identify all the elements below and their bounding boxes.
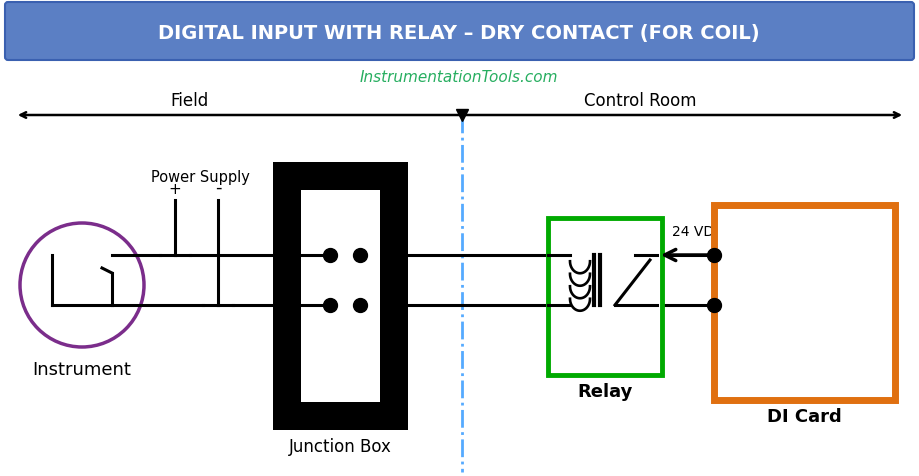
Text: CH +: CH + — [732, 248, 772, 262]
Text: +: + — [168, 182, 181, 197]
Text: -: - — [215, 179, 221, 197]
Text: Relay: Relay — [577, 383, 632, 401]
Text: Instrument: Instrument — [32, 361, 131, 379]
Bar — [714, 205, 895, 400]
Text: Control Room: Control Room — [584, 92, 697, 110]
Text: Power Supply: Power Supply — [151, 170, 249, 185]
Text: DI Card: DI Card — [767, 408, 842, 426]
Bar — [548, 218, 662, 375]
Bar — [301, 190, 380, 402]
Text: Junction Box: Junction Box — [289, 438, 391, 456]
Text: DIGITAL INPUT WITH RELAY – DRY CONTACT (FOR COIL): DIGITAL INPUT WITH RELAY – DRY CONTACT (… — [158, 24, 760, 43]
Text: Field: Field — [171, 92, 210, 110]
Text: InstrumentationTools.com: InstrumentationTools.com — [359, 70, 558, 86]
FancyBboxPatch shape — [5, 2, 914, 60]
Text: 24 VDC: 24 VDC — [672, 225, 724, 239]
Text: CH -: CH - — [732, 298, 765, 313]
Bar — [273, 162, 408, 430]
